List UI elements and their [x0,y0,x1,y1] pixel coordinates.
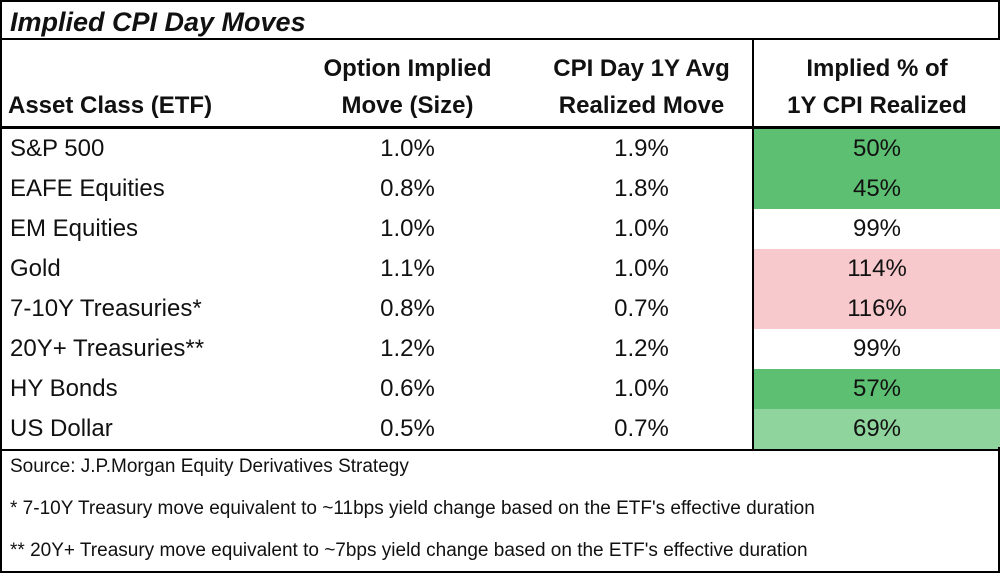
table-body: S&P 500 1.0% 1.9% 50% EAFE Equities 0.8% 1.8% 4… [1,127,1000,451]
column-header: Implied % of 1Y CPI Realized [752,38,1000,129]
ratio-cell: 57% [752,369,1000,409]
table-cell: 1.0% [380,135,435,162]
table-cell: 0.5% [284,409,531,451]
table-row: US Dollar 0.5% 0.7% 69% [1,409,1000,451]
table-cell: 1.0% [614,375,669,402]
ratio-cell: 99% [752,329,1000,369]
table-row: Gold 1.1% 1.0% 114% [1,249,1000,289]
column-header: Option Implied Move (Size) [284,38,531,129]
table-cell: HY Bonds [10,375,118,402]
ratio-cell: 116% [752,289,1000,329]
ratio-cell: 45% [752,169,1000,209]
ratio-cell: 69% [752,409,1000,451]
header-line: 1Y CPI Realized [787,92,967,119]
column-header: Asset Class (ETF) [1,38,284,129]
table-cell: 0.8% [380,175,435,202]
table-row: HY Bonds 0.6% 1.0% 57% [1,369,1000,409]
table-cell: 0.7% [531,409,753,451]
table-cell: 0.7% [614,295,669,322]
footnotes: Source: J.P.Morgan Equity Derivatives St… [0,447,1000,573]
header-line: CPI Day 1Y Avg [553,55,730,82]
table-cell: EAFE Equities [10,175,165,202]
table-cell: 0.8% [380,295,435,322]
table-cell: 1.0% [614,215,669,242]
data-table: Asset Class (ETF) Option Implied Move (Siz… [0,38,1000,451]
table-row: 7-10Y Treasuries* 0.8% 0.7% 116% [1,289,1000,329]
ratio-cell: 99% [752,209,1000,249]
table-cell: 1.2% [380,335,435,362]
header-line: Option Implied [323,55,492,82]
header-row: Asset Class (ETF) Option Implied Move (Siz… [1,38,1000,129]
table-cell: EM Equities [10,215,139,242]
table-row: EM Equities 1.0% 1.0% 99% [1,209,1000,249]
table-cell: 1.0% [380,215,435,242]
column-header: CPI Day 1Y Avg Realized Move [531,38,753,129]
table-title: Implied CPI Day Moves [0,0,1000,38]
header-line: Asset Class (ETF) [8,92,213,119]
header-line: Move (Size) [341,92,474,119]
header-line: Implied % of [806,55,948,82]
table-row: S&P 500 1.0% 1.9% 50% [1,127,1000,169]
footnote: Source: J.P.Morgan Equity Derivatives St… [10,456,409,477]
table-cell: 1.8% [614,175,669,202]
table-cell: 1.1% [380,255,435,282]
table-cell: Gold [10,255,61,282]
header-line: Realized Move [558,92,725,119]
table-cell: 1.2% [614,335,669,362]
table-cell: US Dollar [1,409,284,451]
table-row: 20Y+ Treasuries** 1.2% 1.2% 99% [1,329,1000,369]
table-cell: 1.0% [614,255,669,282]
footnote: ** 20Y+ Treasury move equivalent to ~7bp… [10,540,808,561]
table-row: EAFE Equities 0.8% 1.8% 45% [1,169,1000,209]
table-cell: 0.6% [380,375,435,402]
footnote: * 7-10Y Treasury move equivalent to ~11b… [10,498,815,519]
table-cell: 7-10Y Treasuries* [10,295,202,322]
table-cell: 1.9% [614,135,669,162]
table-cell: S&P 500 [10,135,105,162]
ratio-cell: 114% [752,249,1000,289]
table-cell: 20Y+ Treasuries** [10,335,205,362]
ratio-cell: 50% [752,127,1000,169]
